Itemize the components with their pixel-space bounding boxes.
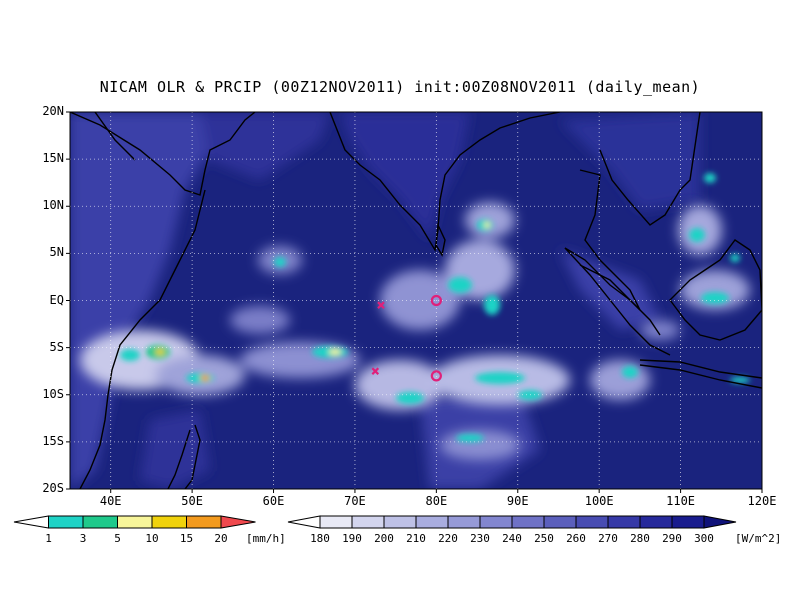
x-tick-label: 110E xyxy=(666,494,696,508)
olr-colorbar-label: 290 xyxy=(662,532,682,545)
y-tick-label: 5N xyxy=(49,245,64,260)
y-tick-label: 15S xyxy=(42,433,64,448)
coastlines xyxy=(70,112,762,489)
precip-colorbar-swatch xyxy=(82,515,118,529)
y-tick-label: 10S xyxy=(42,386,64,401)
precip-colorbar-swatch xyxy=(151,515,187,529)
precip-colorbar-label: 10 xyxy=(145,532,159,545)
y-tick-label: 5S xyxy=(49,339,64,354)
lat-lon-grid xyxy=(70,112,762,489)
x-tick-label: 70E xyxy=(344,494,366,508)
x-marker xyxy=(371,367,380,375)
precip-colorbar-label: 1 xyxy=(45,532,52,545)
map-field xyxy=(70,112,762,489)
olr-colorbar-over-triangle xyxy=(703,515,737,529)
olr-colorbar-label: 250 xyxy=(534,532,554,545)
olr-colorbar-label: 180 xyxy=(310,532,330,545)
precip-colorbar-unit: [mm/h] xyxy=(246,532,286,545)
olr-colorbar-label: 190 xyxy=(342,532,362,545)
x-marker xyxy=(377,301,385,309)
olr-colorbar xyxy=(287,515,737,529)
x-tick-label: 90E xyxy=(506,494,529,508)
olr-colorbar-label: 300 xyxy=(694,532,714,545)
plot-title: NICAM OLR & PRCIP (00Z12NOV2011) init:00… xyxy=(99,78,701,96)
precip-colorbar xyxy=(13,515,256,529)
olr-colorbar-swatch xyxy=(543,515,577,529)
olr-colorbar-label: 270 xyxy=(598,532,618,545)
olr-colorbar-swatch xyxy=(383,515,417,529)
precip-colorbar-label: 20 xyxy=(214,532,228,545)
olr-colorbar-label: 280 xyxy=(630,532,650,545)
olr-colorbar-swatch xyxy=(607,515,641,529)
olr-colorbar-label: 220 xyxy=(438,532,458,545)
olr-colorbar-swatch xyxy=(511,515,545,529)
olr-colorbar-label: 200 xyxy=(374,532,394,545)
precip-colorbar-label: 5 xyxy=(114,532,121,545)
x-tick-label: 120E xyxy=(747,494,777,508)
precip-colorbar-swatch xyxy=(48,515,84,529)
precip-colorbar-under-triangle xyxy=(13,515,49,529)
y-tick-label: 15N xyxy=(42,151,64,166)
precip-colorbar-swatch xyxy=(186,515,222,529)
x-tick-label: 60E xyxy=(262,494,285,508)
olr-colorbar-swatch xyxy=(575,515,609,529)
y-tick-label: 10N xyxy=(42,198,64,213)
y-tick-label: 20N xyxy=(42,104,64,118)
precip-colorbar-swatch xyxy=(117,515,153,529)
olr-colorbar-under-triangle xyxy=(287,515,321,529)
o-marker xyxy=(430,294,442,307)
precip-colorbar-label: 15 xyxy=(179,532,194,545)
precip-colorbar-label: 3 xyxy=(79,532,87,545)
olr-colorbar-label: 240 xyxy=(502,532,522,545)
y-tick-label: EQ xyxy=(49,292,64,307)
olr-colorbar-unit: [W/m^2] xyxy=(735,532,782,545)
o-marker xyxy=(430,370,442,382)
olr-colorbar-label: 210 xyxy=(406,532,426,545)
cloud-bands xyxy=(80,202,750,460)
olr-colorbar-swatch xyxy=(479,515,513,529)
olr-colorbar-label: 260 xyxy=(566,532,586,545)
y-tick-label: 20S xyxy=(42,481,64,495)
olr-colorbar-swatch xyxy=(351,515,385,529)
x-tick-label: 100E xyxy=(584,494,614,508)
precip-colorbar-over-triangle xyxy=(220,515,256,529)
olr-colorbar-swatch xyxy=(639,515,673,529)
axis-ticks xyxy=(66,111,763,493)
x-tick-label: 40E xyxy=(99,494,122,508)
olr-colorbar-swatch xyxy=(447,515,481,529)
x-tick-label: 80E xyxy=(425,494,448,508)
x-tick-label: 50E xyxy=(181,494,203,508)
precip-cells xyxy=(120,173,750,442)
olr-colorbar-swatch xyxy=(671,515,705,529)
olr-colorbar-swatch xyxy=(319,515,353,529)
olr-colorbar-swatch xyxy=(415,515,449,529)
storm-markers xyxy=(371,294,442,382)
olr-colorbar-label: 230 xyxy=(470,532,490,545)
